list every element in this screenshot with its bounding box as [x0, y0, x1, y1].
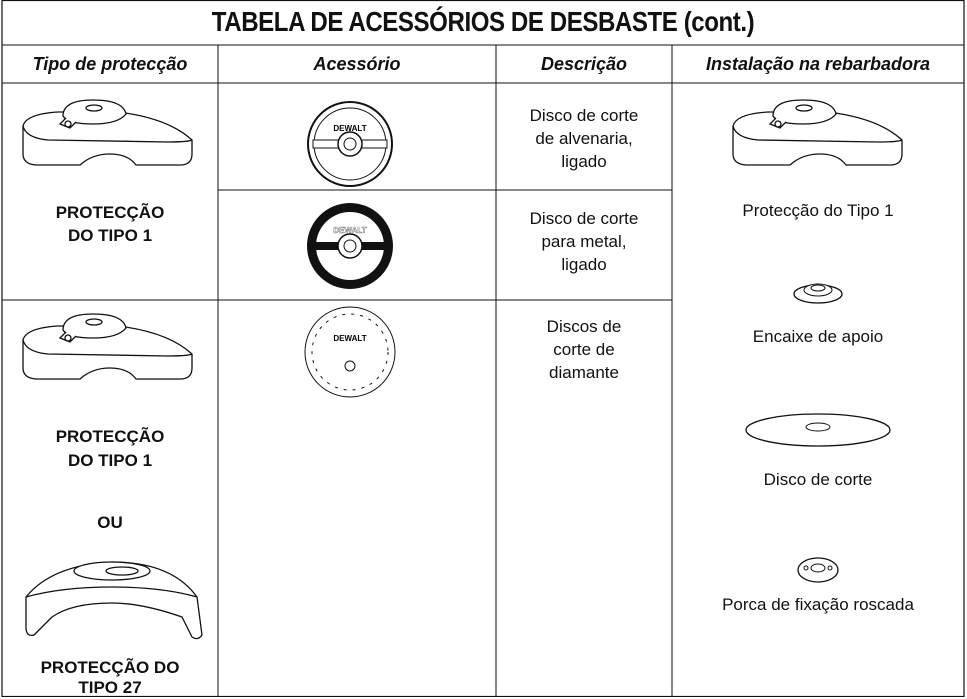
- logo: DEWALT: [333, 124, 366, 133]
- description: corte de: [553, 340, 615, 359]
- description: Disco de corte: [529, 106, 639, 125]
- guard-label: DO TIPO 1: [67, 226, 153, 245]
- table-title: TABELA DE ACESSÓRIOS DE DESBASTE (cont.): [211, 6, 755, 37]
- or-label: OU: [97, 513, 123, 532]
- description: ligado: [561, 255, 607, 274]
- description: Discos de: [546, 317, 622, 336]
- description: Disco de corte: [529, 209, 639, 228]
- guard-label: DO TIPO 1: [67, 451, 153, 470]
- description: ligado: [561, 152, 607, 171]
- description: diamante: [549, 363, 619, 382]
- description: de alvenaria,: [535, 129, 633, 148]
- installation-label: Porca de fixação roscada: [722, 595, 914, 614]
- installation-label: Disco de corte: [763, 470, 873, 489]
- column-header: Instalação na rebarbadora: [705, 54, 931, 74]
- logo: DEWALT: [333, 226, 366, 235]
- installation-label: Protecção do Tipo 1: [742, 201, 894, 220]
- installation-label: Encaixe de apoio: [752, 327, 884, 346]
- logo: DEWALT: [333, 334, 366, 343]
- guard-label: TIPO 27: [78, 678, 142, 697]
- column-header: Tipo de protecção: [32, 54, 188, 74]
- column-header: Acessório: [313, 54, 401, 74]
- guard-label: PROTECÇÃO: [55, 427, 165, 446]
- column-header: Descrição: [540, 54, 628, 74]
- guard-label: PROTECÇÃO: [55, 203, 165, 222]
- guard-label: PROTECÇÃO DO: [40, 658, 180, 677]
- description: para metal,: [541, 232, 627, 251]
